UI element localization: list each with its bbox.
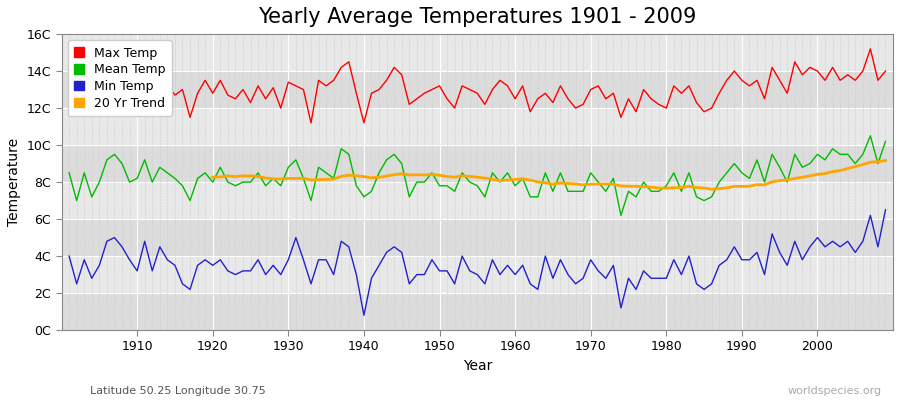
Bar	[61, 145, 893, 182]
Text: Latitude 50.25 Longitude 30.75: Latitude 50.25 Longitude 30.75	[90, 386, 266, 396]
Bar	[61, 256, 893, 293]
Bar	[61, 108, 893, 145]
Bar	[61, 219, 893, 256]
Bar	[61, 34, 893, 71]
Bar	[61, 71, 893, 108]
Bar	[61, 182, 893, 219]
Bar	[61, 293, 893, 330]
X-axis label: Year: Year	[463, 359, 492, 373]
Text: worldspecies.org: worldspecies.org	[788, 386, 882, 396]
Y-axis label: Temperature: Temperature	[7, 138, 21, 226]
Title: Yearly Average Temperatures 1901 - 2009: Yearly Average Temperatures 1901 - 2009	[258, 7, 697, 27]
Legend: Max Temp, Mean Temp, Min Temp, 20 Yr Trend: Max Temp, Mean Temp, Min Temp, 20 Yr Tre…	[68, 40, 172, 116]
